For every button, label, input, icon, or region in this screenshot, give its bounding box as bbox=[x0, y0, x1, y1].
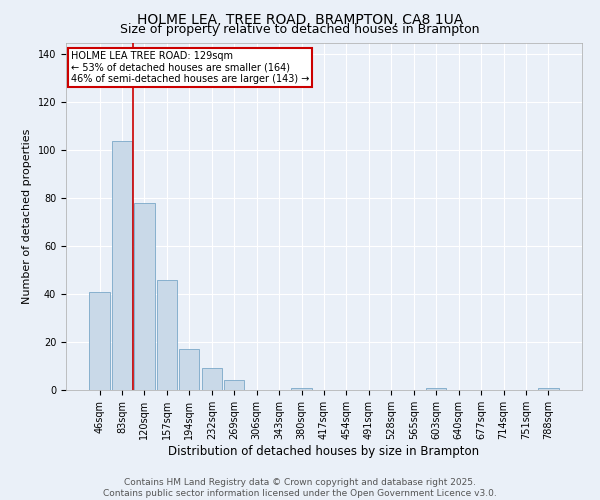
Bar bbox=[202, 368, 222, 390]
Bar bbox=[224, 380, 244, 390]
X-axis label: Distribution of detached houses by size in Brampton: Distribution of detached houses by size … bbox=[169, 444, 479, 458]
Bar bbox=[112, 141, 132, 390]
Bar bbox=[426, 388, 446, 390]
Text: HOLME LEA, TREE ROAD, BRAMPTON, CA8 1UA: HOLME LEA, TREE ROAD, BRAMPTON, CA8 1UA bbox=[137, 12, 463, 26]
Text: HOLME LEA TREE ROAD: 129sqm
← 53% of detached houses are smaller (164)
46% of se: HOLME LEA TREE ROAD: 129sqm ← 53% of det… bbox=[71, 51, 310, 84]
Bar bbox=[292, 388, 311, 390]
Bar bbox=[89, 292, 110, 390]
Y-axis label: Number of detached properties: Number of detached properties bbox=[22, 128, 32, 304]
Bar bbox=[157, 280, 177, 390]
Bar bbox=[538, 388, 559, 390]
Text: Size of property relative to detached houses in Brampton: Size of property relative to detached ho… bbox=[120, 22, 480, 36]
Text: Contains HM Land Registry data © Crown copyright and database right 2025.
Contai: Contains HM Land Registry data © Crown c… bbox=[103, 478, 497, 498]
Bar bbox=[134, 203, 155, 390]
Bar bbox=[179, 350, 199, 390]
